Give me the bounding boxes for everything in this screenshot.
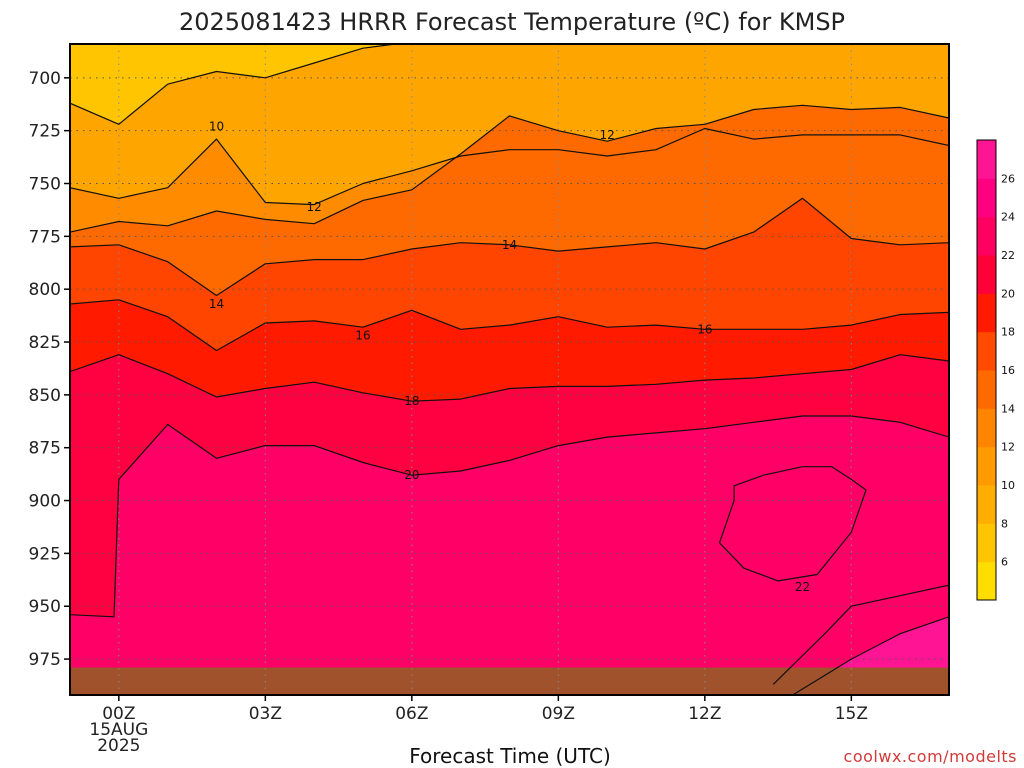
colorbar-tick-label: 24 <box>1001 211 1015 224</box>
colorbar-tick-label: 18 <box>1001 326 1015 339</box>
contour-line-12 <box>70 127 949 206</box>
x-tick-label: 09Z <box>542 704 575 724</box>
contour-line-22 <box>718 466 867 582</box>
colorbar-tick-label: 26 <box>1001 172 1015 185</box>
contour-line-16 <box>70 197 949 297</box>
x-tick-label: 15AUG <box>89 720 148 740</box>
x-tick-label: 2025 <box>97 736 140 756</box>
colorbar-swatch <box>977 255 996 294</box>
colorbar-tick-label: 14 <box>1001 402 1015 415</box>
colorbar-tick-label: 20 <box>1001 287 1015 300</box>
chart-title: 2025081423 HRRR Forecast Temperature (ºC… <box>179 8 845 36</box>
contour-label: 12 <box>600 128 615 142</box>
x-tick-label: 00Z <box>102 704 135 724</box>
y-tick-label: 975 <box>29 650 61 670</box>
y-tick-label: 775 <box>29 227 61 247</box>
contour-line-18 <box>70 299 949 352</box>
contour-label: 20 <box>404 468 419 482</box>
contour-line-20 <box>70 354 949 402</box>
contour-label: 14 <box>209 297 224 311</box>
x-tick-label: 15Z <box>835 704 868 724</box>
colorbar-swatch <box>977 293 996 333</box>
contour-label: 16 <box>355 329 370 343</box>
colorbar-swatch <box>977 178 996 218</box>
contour-label: 22 <box>795 580 810 594</box>
colorbar-tick-label: 10 <box>1001 479 1015 492</box>
colorbar-tick-label: 8 <box>1001 517 1008 530</box>
colorbar-swatch <box>977 331 996 371</box>
colorbar-tick-label: 12 <box>1001 441 1015 454</box>
colorbar-swatch <box>977 485 996 524</box>
contour-label: 16 <box>697 322 712 336</box>
x-tick-label: 06Z <box>395 704 428 724</box>
y-tick-label: 725 <box>29 122 61 142</box>
ground-layer <box>70 667 949 695</box>
colorbar-swatch <box>977 408 996 448</box>
band-warm-pocket <box>719 466 866 581</box>
y-tick-label: 900 <box>29 492 61 512</box>
band-22-24 <box>70 416 949 695</box>
colorbar: 6 8 10 12 14 16 18 20 22 24 26 <box>976 139 1015 601</box>
colorbar-swatch <box>977 446 996 486</box>
y-tick-label: 875 <box>29 439 61 459</box>
colorbar-frame <box>976 139 997 601</box>
y-tick-label: 850 <box>29 386 61 406</box>
contour-label: 14 <box>502 238 517 252</box>
contour-line-10 <box>70 44 401 125</box>
y-tick-label: 750 <box>29 175 61 195</box>
x-tick-label: 12Z <box>688 704 721 724</box>
contour-line-26 <box>792 616 949 695</box>
plot-area: 10 12 12 14 14 16 16 18 20 22 <box>70 44 949 695</box>
contour-label: 12 <box>307 200 322 214</box>
y-tick-label: 800 <box>29 280 61 300</box>
colorbar-tick-label: 6 <box>1001 556 1008 569</box>
x-tick-label: 03Z <box>249 704 282 724</box>
plot-frame <box>69 43 950 696</box>
y-tick-label: 950 <box>29 597 61 617</box>
contour-line-14 <box>70 104 949 233</box>
x-axis-label: Forecast Time (UTC) <box>409 744 611 768</box>
colorbar-swatch <box>977 561 996 601</box>
contour-line-22 <box>70 415 949 618</box>
axes: 70072575077580082585087590092595097500Z1… <box>29 69 868 756</box>
y-tick-label: 925 <box>29 544 61 564</box>
contour-label: 18 <box>404 394 419 408</box>
contour-label: 10 <box>209 119 224 133</box>
colorbar-tick-label: 16 <box>1001 364 1015 377</box>
colorbar-swatch <box>977 523 996 563</box>
y-tick-label: 700 <box>29 69 61 89</box>
colorbar-tick-label: 22 <box>1001 249 1015 262</box>
colorbar-swatch <box>977 216 996 256</box>
colorbar-swatch <box>977 370 996 409</box>
colorbar-swatch <box>977 140 996 179</box>
y-tick-label: 825 <box>29 333 61 353</box>
contour-line-24 <box>772 584 949 685</box>
credit-text: coolwx.com/modelts <box>844 747 1017 766</box>
